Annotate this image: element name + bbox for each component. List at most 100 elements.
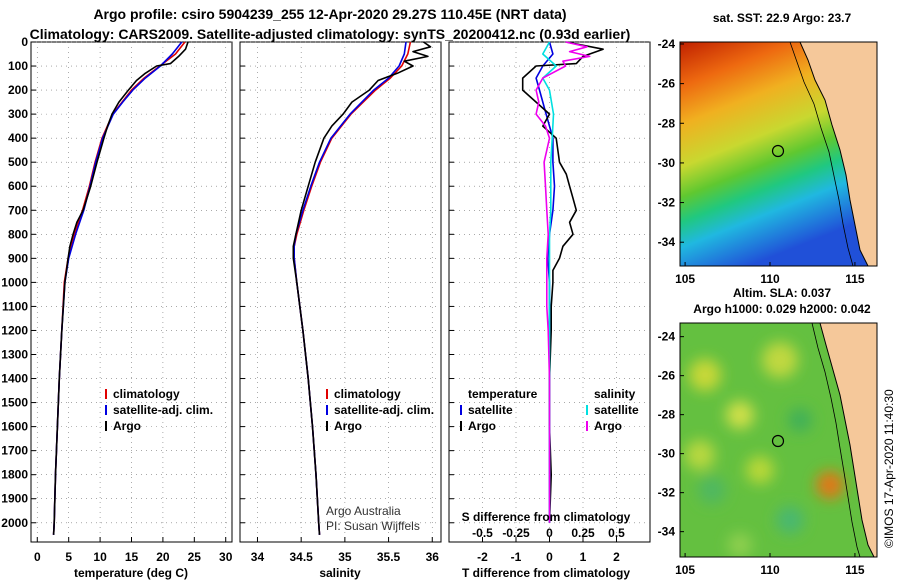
depth-tick-label: 1800 [1,468,28,482]
salinity-legend: climatology satellite-adj. clim. Argo [326,387,434,433]
t-difference-axis-label: T difference from climatology [462,566,630,580]
x-tick-label: -2 [477,550,488,564]
sst-map-frame [679,41,878,267]
legend-s-satellite-label: satellite [594,403,639,417]
s-diff-tick-label: 0 [546,526,553,540]
legend-argo-label: Argo [334,419,362,433]
argo-float-position-marker [771,434,785,448]
depth-tick-label: 300 [8,107,28,121]
x-tick-label: 25 [188,550,202,564]
land-mass [800,42,877,266]
depth-tick-label: 0 [21,35,28,49]
coastline [799,42,869,266]
x-tick-label: 0 [34,550,41,564]
credit-pi-name: PI: Susan Wijffels [326,519,420,533]
latitude-tick-label: -30 [658,447,676,461]
latitude-tick-label: -28 [658,116,676,130]
depth-tick-label: 200 [8,83,28,97]
s-diff-tick-label: 0.5 [608,526,625,540]
difference-legend: temperature salinity satellite Argo sate… [460,387,639,433]
temperature-x-axis: 0 5 10 15 20 25 30 [34,550,233,564]
latitude-tick-label: -28 [658,408,676,422]
sla-map-title-line-1: Altim. SLA: 0.037 [733,286,831,300]
x-tick-label: 34.5 [289,550,313,564]
x-tick-label: 35 [338,550,352,564]
latitude-tick-label: -32 [658,486,676,500]
depth-tick-label: 1000 [1,275,28,289]
s-difference-axis: -0.5 -0.25 0 0.25 0.5 [472,526,625,540]
x-tick-label: 36 [426,550,440,564]
latitude-tick-label: -34 [658,525,676,539]
x-tick-label: 5 [65,550,72,564]
sla-map-axes: 105 110 115 -24 -26 -28 -30 -32 -34 [658,330,865,577]
longitude-tick-label: 105 [675,272,695,286]
depth-tick-label: 1200 [1,323,28,337]
depth-tick-label: 1500 [1,396,28,410]
legend-s-argo-label: Argo [594,419,622,433]
depth-tick-label: 2000 [1,516,28,530]
x-tick-label: 30 [219,550,233,564]
depth-tick-label: 1900 [1,492,28,506]
sst-map-axes: 105 110 115 -24 -26 -28 -30 -32 -34 [658,37,865,286]
argo-float-position-marker [771,144,785,158]
latitude-tick-label: -26 [658,369,676,383]
depth-tick-label: 500 [8,155,28,169]
sla-map-title-line-2: Argo h1000: 0.029 h2000: 0.042 [693,302,871,316]
sla-anomaly-blobs [685,342,844,557]
s-diff-tick-label: -0.25 [502,526,530,540]
depth-tick-label: 800 [8,227,28,241]
x-tick-label: 34 [251,550,265,564]
x-tick-label: 15 [125,550,139,564]
legend-temperature-title: temperature [468,387,538,401]
s-difference-axis-label: S difference from climatology [462,510,631,524]
isobath-contour [811,323,861,557]
depth-tick-label: 1700 [1,444,28,458]
x-tick-label: -1 [511,550,522,564]
legend-t-satellite-label: satellite [468,403,513,417]
x-tick-label: 20 [156,550,170,564]
legend-t-argo-label: Argo [468,419,496,433]
credit-argo-australia: Argo Australia [326,504,401,518]
plot-title-line-2: Climatology: CARS2009. Satellite-adjuste… [29,26,631,42]
sst-map-title: sat. SST: 22.9 Argo: 23.7 [713,11,852,25]
legend-salinity-title: salinity [594,387,636,401]
land-mass [820,323,877,557]
x-tick-label: 10 [93,550,107,564]
series-line-s-argo [535,41,591,523]
imos-timestamp-credit: ©IMOS 17-Apr-2020 11:40:30 [882,389,896,548]
depth-tick-label: 400 [8,131,28,145]
x-tick-label: 2 [613,550,620,564]
sla-map: Altim. SLA: 0.037 Argo h1000: 0.029 h200… [658,286,878,577]
depth-tick-label: 900 [8,251,28,265]
salinity-panel: 34 34.5 35 35.5 36 salinity climatology sate… [239,41,442,580]
x-tick-label: 1 [580,550,587,564]
legend-argo-label: Argo [113,419,141,433]
legend-satellite-label: satellite-adj. clim. [334,403,434,417]
legend-climatology-label: climatology [113,387,180,401]
longitude-tick-label: 110 [760,272,780,286]
latitude-tick-label: -24 [658,330,676,344]
series-line-t-argo [521,41,604,523]
s-diff-tick-label: -0.5 [472,526,493,540]
depth-tick-label: 1100 [2,299,28,313]
sst-map: sat. SST: 22.9 Argo: 23.7 105 110 115 -24 -2… [658,11,878,286]
latitude-tick-label: -26 [658,77,676,91]
longitude-tick-label: 115 [845,563,865,577]
plot-title-line-1: Argo profile: csiro 5904239_255 12-Apr-2… [93,6,567,22]
depth-tick-label: 1400 [1,372,28,386]
depth-tick-label: 700 [8,203,28,217]
depth-tick-label: 1600 [1,420,28,434]
longitude-tick-label: 105 [675,563,695,577]
latitude-tick-label: -32 [658,196,676,210]
latitude-tick-label: -24 [658,37,676,51]
x-tick-label: 35.5 [377,550,401,564]
difference-panel: -2 -1 0 1 2 -0.5 -0.25 0 0.25 0.5 S difference f… [448,41,651,580]
depth-axis: 0 100 200 300 400 500 600 700 800 900 1000 1100 1200… [1,35,28,530]
depth-tick-label: 600 [8,179,28,193]
temperature-panel: 0100200300400500600700800900100011001200… [1,35,232,580]
coastline [819,323,875,557]
temperature-axis-label: temperature (deg C) [74,566,188,580]
series-line-argo [52,41,189,535]
longitude-tick-label: 115 [845,272,865,286]
